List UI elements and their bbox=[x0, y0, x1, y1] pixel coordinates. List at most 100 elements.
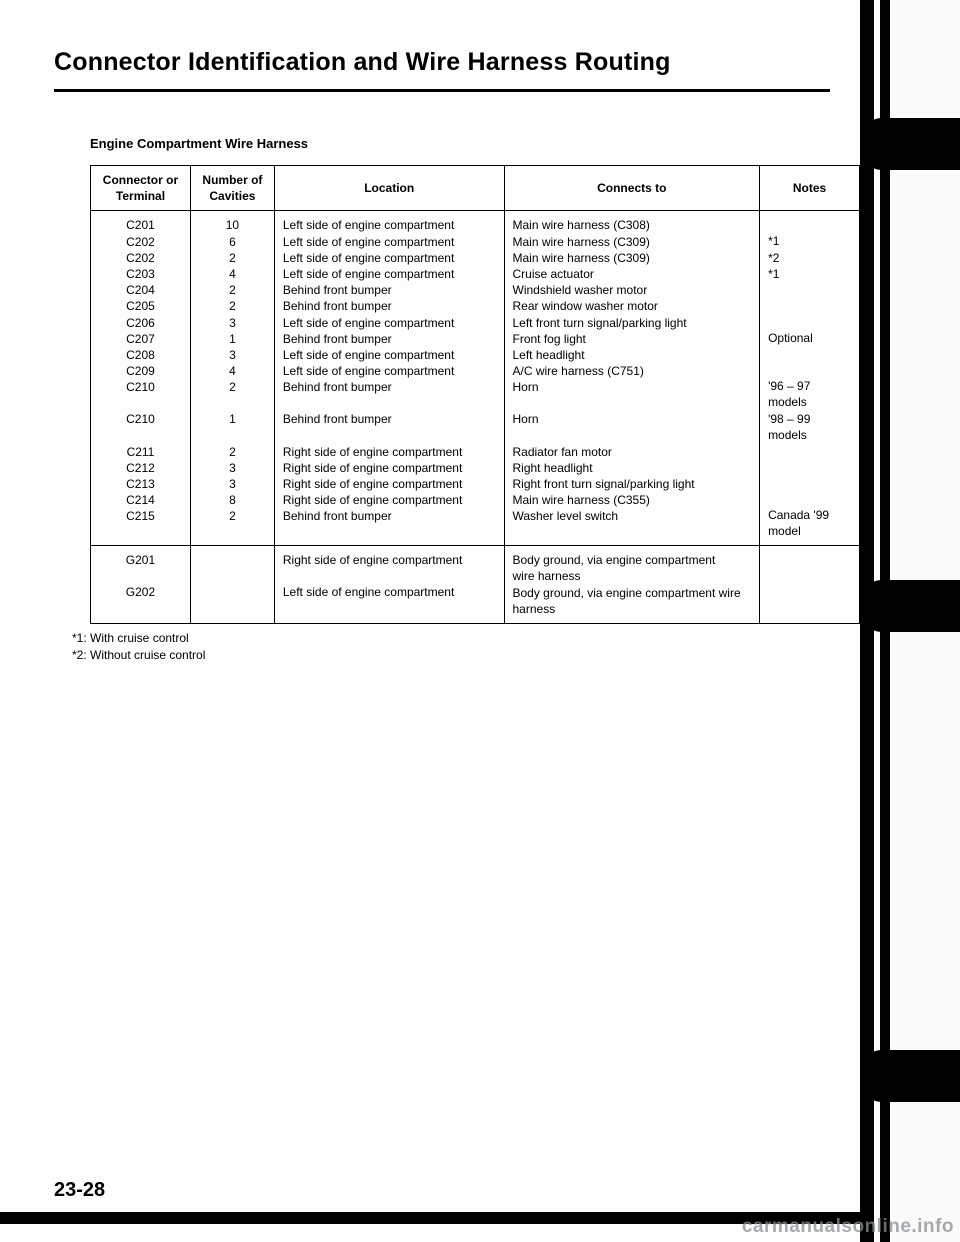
cell-line: 4 bbox=[199, 266, 266, 282]
cell-line: Cruise actuator bbox=[513, 266, 752, 282]
cell-line bbox=[283, 428, 496, 444]
footnotes: *1: With cruise control *2: Without crui… bbox=[72, 630, 830, 664]
cell-line bbox=[768, 282, 851, 298]
cell-line: Left side of engine compartment bbox=[283, 250, 496, 266]
cell-line: C205 bbox=[99, 298, 182, 314]
cell-line: Left side of engine compartment bbox=[283, 234, 496, 250]
cell-line bbox=[768, 552, 851, 568]
cell-line: Windshield washer motor bbox=[513, 282, 752, 298]
cell-line: Left front turn signal/parking light bbox=[513, 315, 752, 331]
cell-line: 2 bbox=[199, 379, 266, 395]
cell-line: A/C wire harness (C751) bbox=[513, 363, 752, 379]
cell-notes bbox=[760, 546, 860, 624]
cell-line: Right side of engine compartment bbox=[283, 460, 496, 476]
cell-line: Behind front bumper bbox=[283, 379, 496, 395]
section-subhead: Engine Compartment Wire Harness bbox=[90, 136, 830, 151]
cell-line bbox=[199, 428, 266, 444]
cell-line bbox=[199, 552, 266, 568]
cell-line: 8 bbox=[199, 492, 266, 508]
cell-line: models bbox=[768, 427, 851, 443]
cell-line bbox=[768, 568, 851, 584]
cell-line bbox=[768, 362, 851, 378]
bottom-rule bbox=[0, 1212, 860, 1224]
cell-location: Right side of engine compartmentLeft sid… bbox=[274, 546, 504, 624]
cell-connects: Body ground, via engine compartmentwire … bbox=[504, 546, 760, 624]
cell-line bbox=[99, 428, 182, 444]
cell-line: 2 bbox=[199, 508, 266, 524]
cell-line: Radiator fan motor bbox=[513, 444, 752, 460]
cell-cavities: 106242231342123382 bbox=[190, 211, 274, 546]
cell-line: 3 bbox=[199, 347, 266, 363]
cell-line: Rear window washer motor bbox=[513, 298, 752, 314]
cell-line: Canada '99 model bbox=[768, 507, 851, 539]
cell-line: 4 bbox=[199, 363, 266, 379]
cell-line: *1 bbox=[768, 233, 851, 249]
cell-line bbox=[283, 568, 496, 584]
cell-cavities bbox=[190, 546, 274, 624]
cell-line bbox=[768, 217, 851, 233]
cell-line: 3 bbox=[199, 315, 266, 331]
cell-line: Washer level switch bbox=[513, 508, 752, 524]
cell-line: C202 bbox=[99, 250, 182, 266]
cell-line bbox=[99, 568, 182, 584]
cell-line bbox=[768, 443, 851, 459]
page: Connector Identification and Wire Harnes… bbox=[0, 0, 860, 1242]
cell-line: C206 bbox=[99, 315, 182, 331]
cell-line: *2 bbox=[768, 250, 851, 266]
cell-line: 3 bbox=[199, 460, 266, 476]
cell-connects: Main wire harness (C308)Main wire harnes… bbox=[504, 211, 760, 546]
cell-line: C210 bbox=[99, 379, 182, 395]
page-number: 23-28 bbox=[54, 1179, 105, 1202]
cell-line: C204 bbox=[99, 282, 182, 298]
cell-line: C215 bbox=[99, 508, 182, 524]
cell-line: '98 – 99 bbox=[768, 411, 851, 427]
cell-line: Body ground, via engine compartment bbox=[513, 552, 752, 568]
title-rule bbox=[54, 89, 830, 92]
cell-notes: *1*2*1Optional'96 – 97models'98 – 99mode… bbox=[760, 211, 860, 546]
cell-line: C213 bbox=[99, 476, 182, 492]
cell-line: Horn bbox=[513, 379, 752, 395]
cell-location: Left side of engine compartmentLeft side… bbox=[274, 211, 504, 546]
cell-line: wire harness bbox=[513, 568, 752, 584]
footnote-2: *2: Without cruise control bbox=[72, 647, 830, 664]
cell-line: C202 bbox=[99, 234, 182, 250]
binding-edge bbox=[860, 0, 960, 1242]
cell-line: 2 bbox=[199, 250, 266, 266]
cell-line: Left side of engine compartment bbox=[283, 217, 496, 233]
cell-line: Right side of engine compartment bbox=[283, 552, 496, 568]
cell-line bbox=[199, 395, 266, 411]
cell-line: *1 bbox=[768, 266, 851, 282]
cell-line: C201 bbox=[99, 217, 182, 233]
cell-line: G202 bbox=[99, 584, 182, 600]
cell-line: Main wire harness (C355) bbox=[513, 492, 752, 508]
cell-line: Left side of engine compartment bbox=[283, 347, 496, 363]
cell-line: '96 – 97 bbox=[768, 378, 851, 394]
cell-line: Behind front bumper bbox=[283, 411, 496, 427]
cell-line: 10 bbox=[199, 217, 266, 233]
cell-line: Behind front bumper bbox=[283, 508, 496, 524]
binder-tab bbox=[860, 580, 960, 632]
cell-line: Left headlight bbox=[513, 347, 752, 363]
cell-line: models bbox=[768, 394, 851, 410]
table-header-row: Connector or Terminal Number of Cavities… bbox=[91, 166, 860, 211]
footnote-1: *1: With cruise control bbox=[72, 630, 830, 647]
cell-line: Right side of engine compartment bbox=[283, 492, 496, 508]
col-header-terminal: Connector or Terminal bbox=[91, 166, 191, 211]
cell-line: 1 bbox=[199, 411, 266, 427]
cell-line: Right side of engine compartment bbox=[283, 476, 496, 492]
cell-line: C209 bbox=[99, 363, 182, 379]
table-row: G201G202 Right side of engine compartmen… bbox=[91, 546, 860, 624]
cell-line: Right side of engine compartment bbox=[283, 444, 496, 460]
cell-line: Horn bbox=[513, 411, 752, 427]
cell-line: Body ground, via engine compartment wire… bbox=[513, 585, 752, 617]
col-header-connects: Connects to bbox=[504, 166, 760, 211]
cell-line bbox=[768, 491, 851, 507]
cell-line: Main wire harness (C309) bbox=[513, 234, 752, 250]
cell-line: C207 bbox=[99, 331, 182, 347]
cell-line: Behind front bumper bbox=[283, 298, 496, 314]
cell-line: Behind front bumper bbox=[283, 331, 496, 347]
cell-line: 2 bbox=[199, 444, 266, 460]
cell-line: Right front turn signal/parking light bbox=[513, 476, 752, 492]
cell-terminal: G201G202 bbox=[91, 546, 191, 624]
cell-terminal: C201C202C202C203C204C205C206C207C208C209… bbox=[91, 211, 191, 546]
